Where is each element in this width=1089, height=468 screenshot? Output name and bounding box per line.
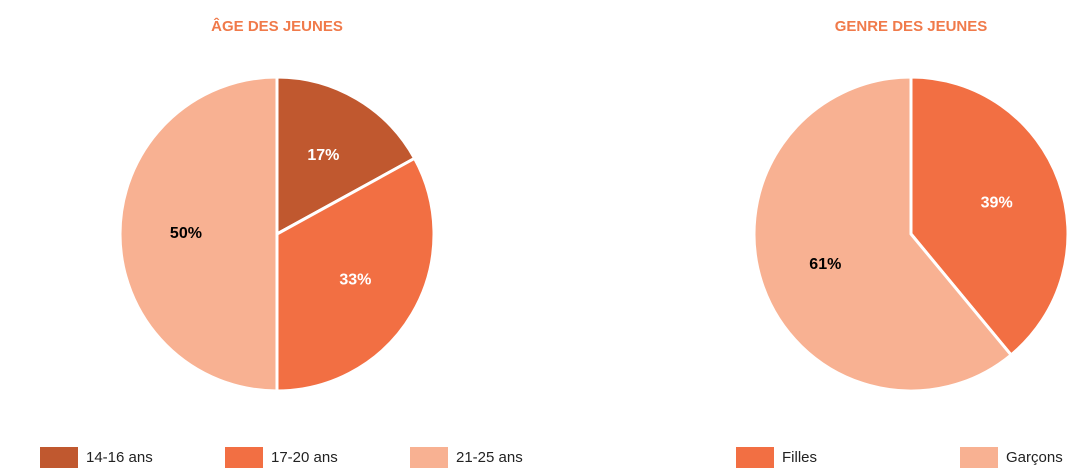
pie-slice: [275, 75, 417, 237]
chart-title: ÂGE DES JEUNES: [211, 17, 343, 35]
data-label: 33%: [339, 272, 371, 289]
pie-slice: [275, 156, 436, 393]
data-label: 61%: [809, 256, 841, 273]
data-label: 17%: [307, 147, 339, 164]
chart-title: GENRE DES JEUNES: [835, 18, 988, 35]
legend-label: 21-25 ans: [456, 449, 523, 466]
pie-slice: [118, 75, 279, 393]
data-label: 50%: [170, 225, 202, 242]
pie-slice: [909, 75, 1070, 358]
legend-label: 17-20 ans: [271, 449, 338, 466]
legend-swatch: [40, 447, 78, 468]
legend-swatch: [736, 447, 774, 468]
legend-swatch: [410, 447, 448, 468]
legend-swatch: [960, 447, 998, 468]
data-label: 39%: [981, 194, 1013, 211]
legend-label: Garçons: [1006, 449, 1063, 466]
legend-swatch: [225, 447, 263, 468]
legend-label: 14-16 ans: [86, 449, 153, 466]
pie-slice: [752, 75, 1014, 393]
legend-label: Filles: [782, 449, 817, 466]
